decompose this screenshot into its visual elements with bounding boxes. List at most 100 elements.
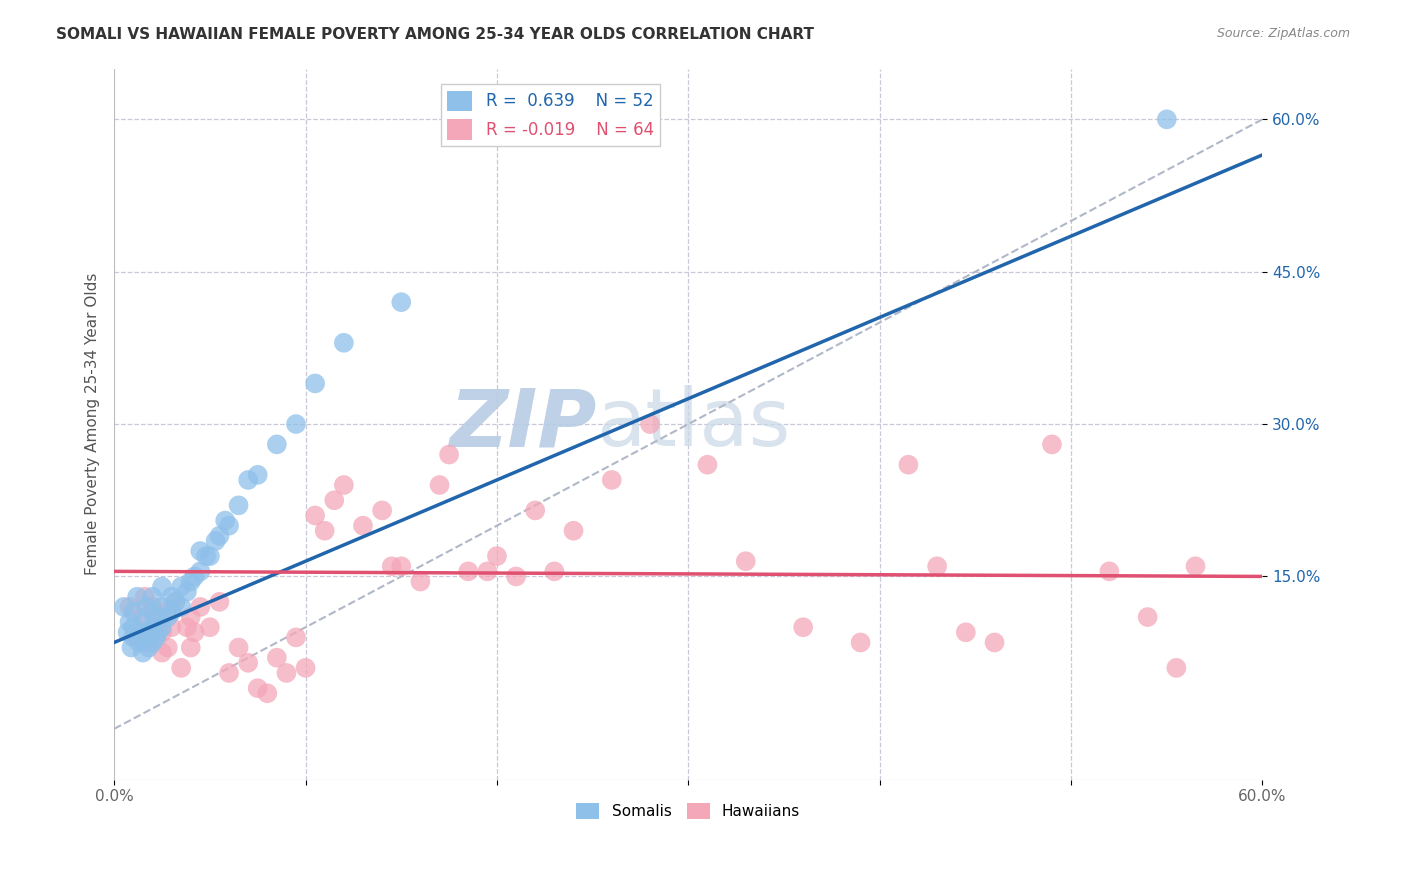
Point [389,295,412,310]
Point [135,599,157,614]
Point [141,620,163,634]
Point [129,625,152,640]
Point [188,565,211,579]
Text: SOMALI VS HAWAIIAN FEMALE POVERTY AMONG 25-34 YEAR OLDS CORRELATION CHART: SOMALI VS HAWAIIAN FEMALE POVERTY AMONG … [56,27,814,42]
Text: ZIP: ZIP [449,385,596,463]
Point [132,610,155,624]
Point [150,646,173,660]
Point [141,625,163,640]
Point [204,533,226,548]
Point [160,590,183,604]
Point [1184,559,1206,574]
Point [734,554,756,568]
Point [1040,437,1063,451]
Point [638,417,661,431]
Point [128,635,150,649]
Point [141,635,163,649]
Point [218,518,240,533]
Point [150,605,173,619]
Point [228,499,250,513]
Point [409,574,432,589]
Point [132,631,155,645]
Point [208,529,231,543]
Text: atlas: atlas [596,385,790,463]
Point [132,615,155,629]
Point [150,580,173,594]
Y-axis label: Female Poverty Among 25-34 Year Olds: Female Poverty Among 25-34 Year Olds [86,273,100,575]
Point [457,565,479,579]
Point [141,605,163,619]
Point [141,599,163,614]
Point [188,599,211,614]
Point [333,335,356,350]
Point [195,549,218,563]
Point [165,595,187,609]
Point [246,467,269,482]
Point [170,599,193,614]
Point [208,595,231,609]
Point [214,514,236,528]
Point [141,590,163,604]
Point [266,650,288,665]
Point [429,478,451,492]
Point [276,665,298,680]
Point [562,524,585,538]
Point [138,640,160,655]
Point [371,503,394,517]
Point [150,625,173,640]
Point [246,681,269,696]
Point [314,524,336,538]
Point [285,631,308,645]
Point [150,599,173,614]
Point [485,549,508,563]
Point [897,458,920,472]
Point [333,478,356,492]
Point [183,625,205,640]
Point [927,559,949,574]
Point [122,631,145,645]
Point [188,544,211,558]
Point [145,610,167,624]
Point [165,595,187,609]
Point [127,631,149,645]
Point [180,574,202,589]
Point [849,635,872,649]
Point [183,569,205,583]
Point [696,458,718,472]
Point [134,590,156,604]
Point [294,661,316,675]
Point [1156,112,1178,127]
Point [437,448,460,462]
Point [1136,610,1159,624]
Point [983,635,1005,649]
Point [180,640,202,655]
Point [228,640,250,655]
Point [176,620,198,634]
Point [218,665,240,680]
Point [792,620,814,634]
Point [156,610,179,624]
Point [524,503,547,517]
Point [122,605,145,619]
Point [117,625,139,640]
Point [118,615,141,629]
Point [150,620,173,634]
Point [505,569,527,583]
Point [198,549,221,563]
Legend: Somalis, Hawaiians: Somalis, Hawaiians [571,797,806,825]
Point [112,599,135,614]
Point [198,620,221,634]
Point [160,605,183,619]
Point [477,565,499,579]
Point [600,473,623,487]
Point [1098,565,1121,579]
Text: Source: ZipAtlas.com: Source: ZipAtlas.com [1216,27,1350,40]
Point [266,437,288,451]
Point [148,625,170,640]
Point [127,590,149,604]
Point [389,559,412,574]
Point [156,640,179,655]
Point [304,376,326,391]
Point [304,508,326,523]
Point [543,565,565,579]
